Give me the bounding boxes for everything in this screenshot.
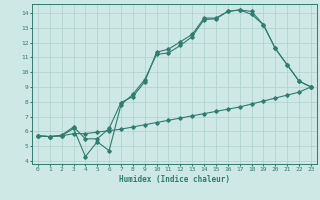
X-axis label: Humidex (Indice chaleur): Humidex (Indice chaleur) xyxy=(119,175,230,184)
